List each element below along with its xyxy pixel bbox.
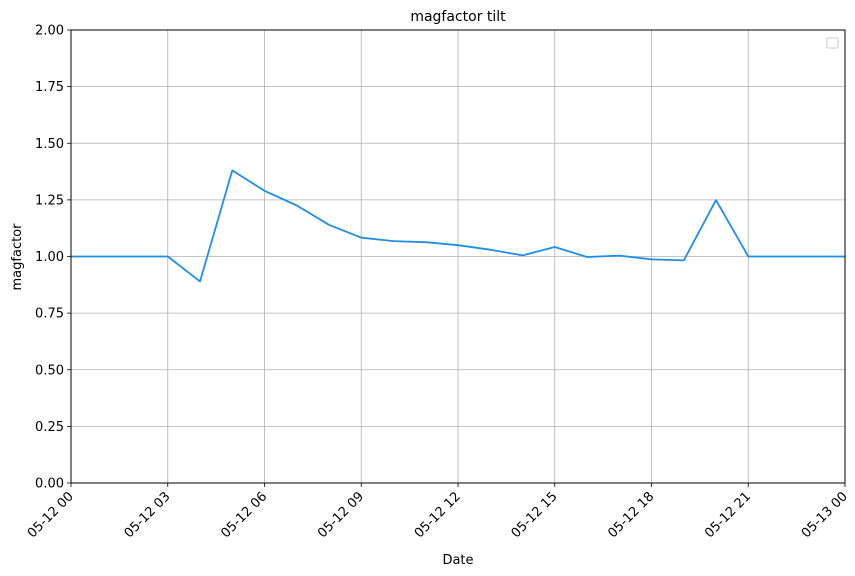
- y-tick-label: 0.00: [35, 477, 64, 492]
- y-tick-label: 0.25: [35, 420, 64, 435]
- y-tick-label: 0.75: [35, 307, 64, 322]
- y-tick-label: 1.50: [35, 137, 64, 152]
- y-axis: 0.00 0.25 0.50 0.75 1.00 1.25 1.50 1.75 2.00: [35, 24, 71, 492]
- y-tick-label: 0.50: [35, 363, 64, 378]
- x-tick-label: 05-12 00: [25, 489, 77, 541]
- legend-box: [826, 37, 839, 49]
- y-tick-label: 1.00: [35, 250, 64, 265]
- series-group: [71, 169, 845, 283]
- grid-lines: [70, 29, 846, 484]
- series-line: [71, 169, 845, 283]
- x-tick-label: 05-12 03: [122, 489, 174, 541]
- x-tick-label: 05-12 18: [605, 489, 657, 541]
- x-tick-label: 05-12 21: [702, 489, 754, 541]
- y-tick-label: 2.00: [35, 24, 64, 39]
- y-tick-label: 1.75: [35, 80, 64, 95]
- x-axis: 05-12 00 05-12 03 05-12 06 05-12 09 05-12 12…: [25, 483, 851, 541]
- y-axis-label: magfactor: [10, 223, 25, 291]
- x-tick-label: 05-12 12: [412, 489, 464, 541]
- x-tick-label: 05-12 09: [315, 489, 367, 541]
- x-axis-label: Date: [442, 553, 473, 568]
- x-tick-label: 05-13 00: [799, 489, 851, 541]
- chart-title: magfactor tilt: [410, 9, 506, 25]
- x-tick-label: 05-12 15: [509, 489, 561, 541]
- y-tick-label: 1.25: [35, 193, 64, 208]
- x-tick-label: 05-12 06: [218, 489, 270, 541]
